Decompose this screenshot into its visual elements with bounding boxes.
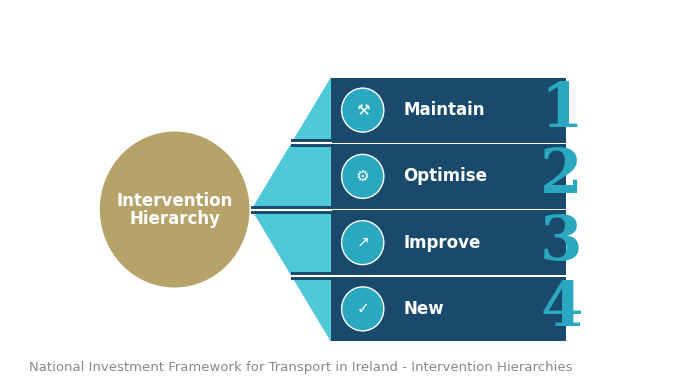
- Circle shape: [342, 88, 384, 132]
- Text: Maintain: Maintain: [403, 101, 484, 119]
- Text: Hierarchy: Hierarchy: [129, 209, 220, 228]
- Bar: [331, 78, 566, 142]
- Circle shape: [100, 131, 250, 288]
- Text: ✓: ✓: [357, 301, 369, 316]
- Text: ⚒: ⚒: [356, 103, 370, 118]
- Bar: [331, 277, 566, 341]
- Bar: [291, 139, 331, 147]
- Text: ↗: ↗: [357, 235, 369, 250]
- Bar: [291, 272, 331, 280]
- Text: Optimise: Optimise: [403, 167, 487, 185]
- Text: 3: 3: [540, 213, 582, 273]
- Bar: [252, 206, 331, 214]
- Bar: [331, 210, 566, 275]
- Text: Intervention: Intervention: [117, 191, 233, 209]
- Bar: [331, 144, 566, 209]
- Circle shape: [342, 221, 384, 265]
- Text: Improve: Improve: [403, 234, 480, 252]
- Polygon shape: [252, 77, 331, 342]
- Text: New: New: [403, 300, 443, 318]
- Text: 4: 4: [540, 279, 582, 339]
- Text: ⚙: ⚙: [356, 169, 370, 184]
- Circle shape: [342, 287, 384, 331]
- Text: 2: 2: [540, 146, 582, 206]
- Text: 1: 1: [540, 80, 582, 140]
- Text: National Investment Framework for Transport in Ireland - Intervention Hierarchie: National Investment Framework for Transp…: [28, 361, 572, 374]
- Circle shape: [342, 154, 384, 198]
